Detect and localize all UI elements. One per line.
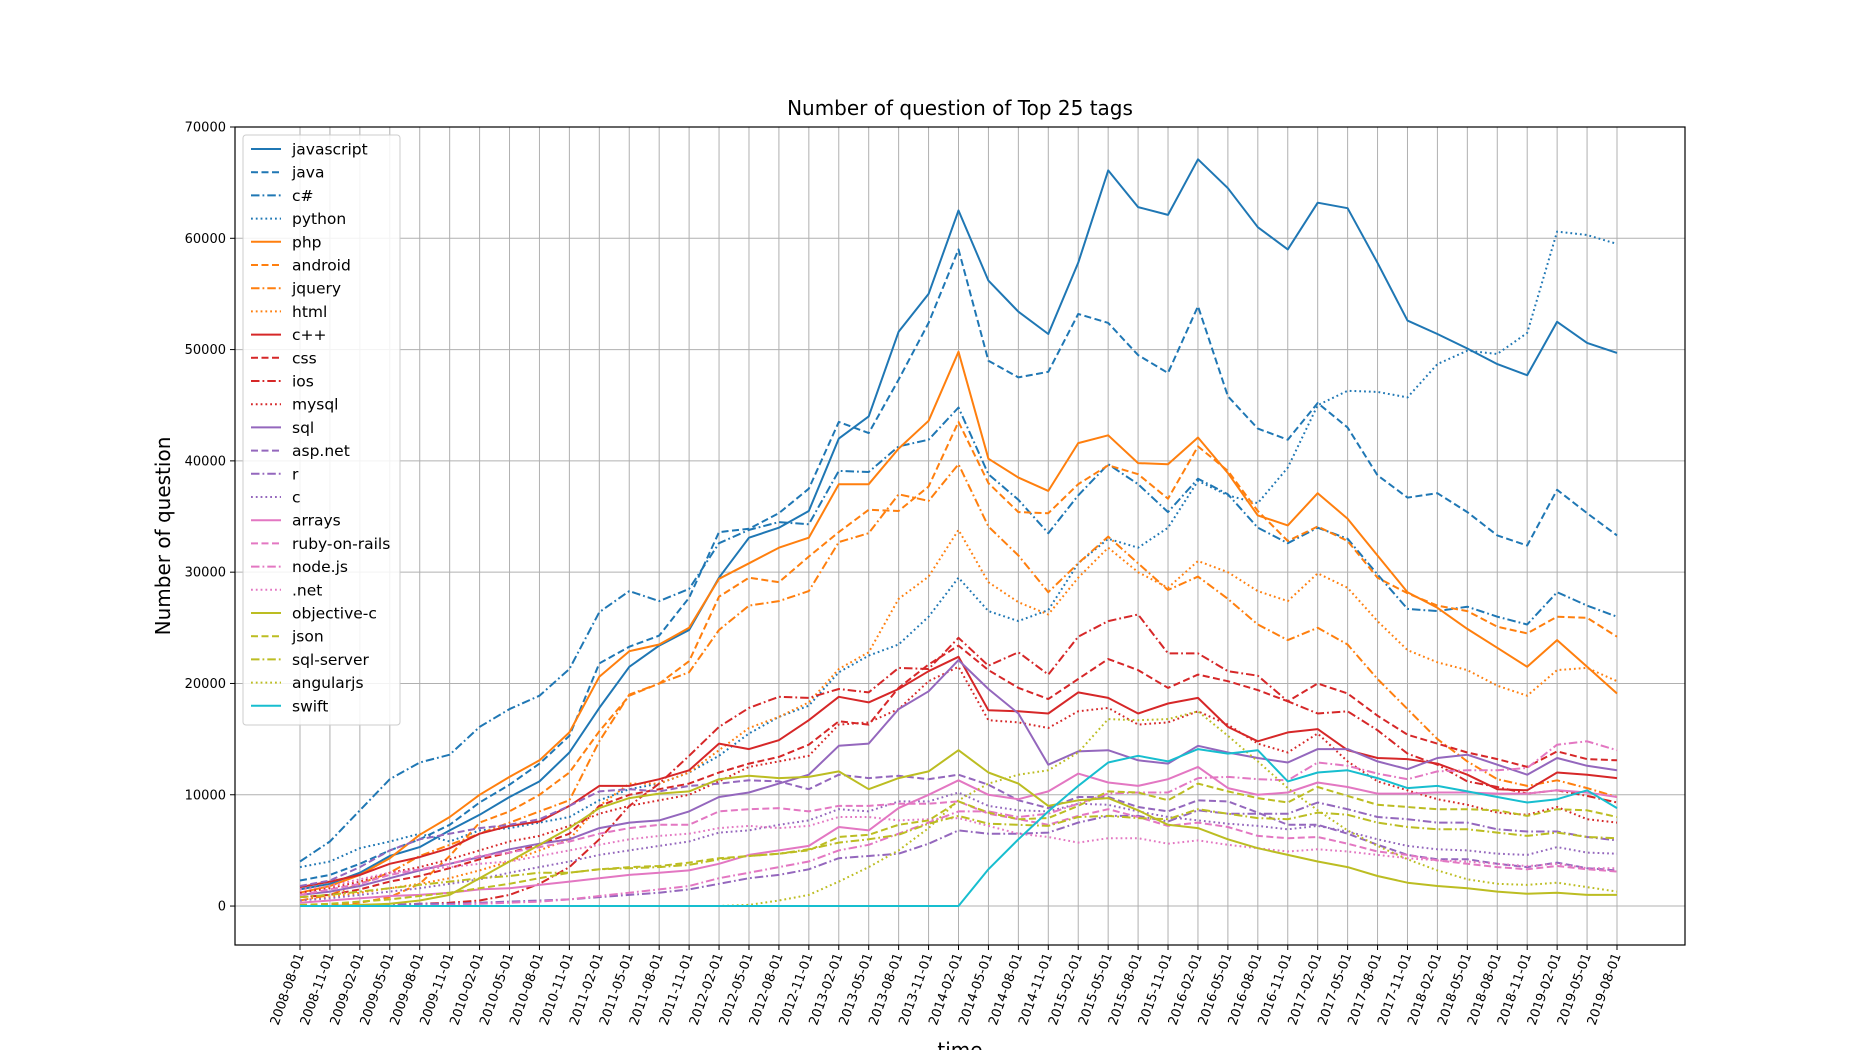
x-axis-ticks: 2008-08-012008-11-012009-02-012009-05-01… xyxy=(268,945,1625,1027)
legend-label: java xyxy=(291,164,324,182)
y-tick-label: 70000 xyxy=(185,121,226,136)
series-line-c xyxy=(299,791,1618,902)
legend-label: android xyxy=(292,257,351,275)
legend-label: objective-c xyxy=(292,605,377,623)
legend-label: angularjs xyxy=(292,674,364,692)
y-tick-label: 30000 xyxy=(185,566,226,581)
legend-label: asp.net xyxy=(292,442,350,460)
legend-label: c# xyxy=(292,187,314,205)
series-line-swift xyxy=(300,748,1618,907)
y-tick-label: 0 xyxy=(218,900,226,915)
legend-label: r xyxy=(292,465,299,483)
series-line-ios xyxy=(300,613,1618,907)
y-tick-label: 50000 xyxy=(185,343,226,358)
series-line-angularjs xyxy=(300,710,1618,907)
legend-box xyxy=(242,134,401,726)
series-line-android xyxy=(299,420,1618,907)
legend-label: jquery xyxy=(291,280,341,298)
y-tick-label: 40000 xyxy=(185,454,226,469)
series-line-r xyxy=(300,801,1618,907)
legend-label: swift xyxy=(292,697,328,715)
chart-title: Number of question of Top 25 tags xyxy=(787,96,1133,120)
legend-label: html xyxy=(292,303,327,321)
y-tick-label: 60000 xyxy=(185,232,226,247)
legend-label: arrays xyxy=(292,512,341,530)
legend-label: mysql xyxy=(292,396,339,414)
series-line-arrays xyxy=(299,765,1618,904)
series-line-sql xyxy=(299,659,1618,896)
series-line-jquery xyxy=(299,463,1618,902)
y-axis-label: Number of question xyxy=(151,437,175,636)
y-tick-label: 10000 xyxy=(185,788,226,803)
y-tick-label: 20000 xyxy=(185,677,226,692)
legend: javascript java c# python php android jquery ht… xyxy=(242,134,401,726)
legend-label: sql xyxy=(292,419,314,437)
legend-label: .net xyxy=(292,581,322,599)
legend-label: ios xyxy=(292,373,314,391)
series-line--net xyxy=(299,816,1617,891)
series-line-c- xyxy=(299,655,1618,889)
legend-label: javascript xyxy=(291,141,368,159)
series-line-php xyxy=(299,350,1618,894)
series-line-javascript xyxy=(299,158,1618,891)
legend-label: c++ xyxy=(292,326,327,344)
series-line-node-js xyxy=(300,740,1618,907)
legend-label: json xyxy=(291,628,324,646)
legend-label: node.js xyxy=(292,558,348,576)
x-axis-label: time xyxy=(937,1038,982,1050)
series-line-python xyxy=(299,230,1618,869)
series-line-objective-c xyxy=(300,749,1617,907)
series-lines xyxy=(299,158,1618,907)
legend-label: css xyxy=(292,349,317,367)
plot-frame xyxy=(234,126,1686,946)
legend-label: sql-server xyxy=(292,651,370,669)
series-line-java xyxy=(299,248,1618,882)
legend-label: php xyxy=(292,233,322,251)
series-line-c- xyxy=(299,406,1618,863)
series-line-sql-server xyxy=(299,808,1618,899)
legend-label: ruby-on-rails xyxy=(292,535,390,553)
legend-label: python xyxy=(292,210,346,228)
legend-label: c xyxy=(292,489,301,507)
series-line-ruby-on-rails xyxy=(299,800,1618,896)
series-line-mysql xyxy=(299,665,1618,894)
y-axis-ticks: 0 10000 20000 30000 40000 50000 60000 70000 xyxy=(185,121,235,915)
